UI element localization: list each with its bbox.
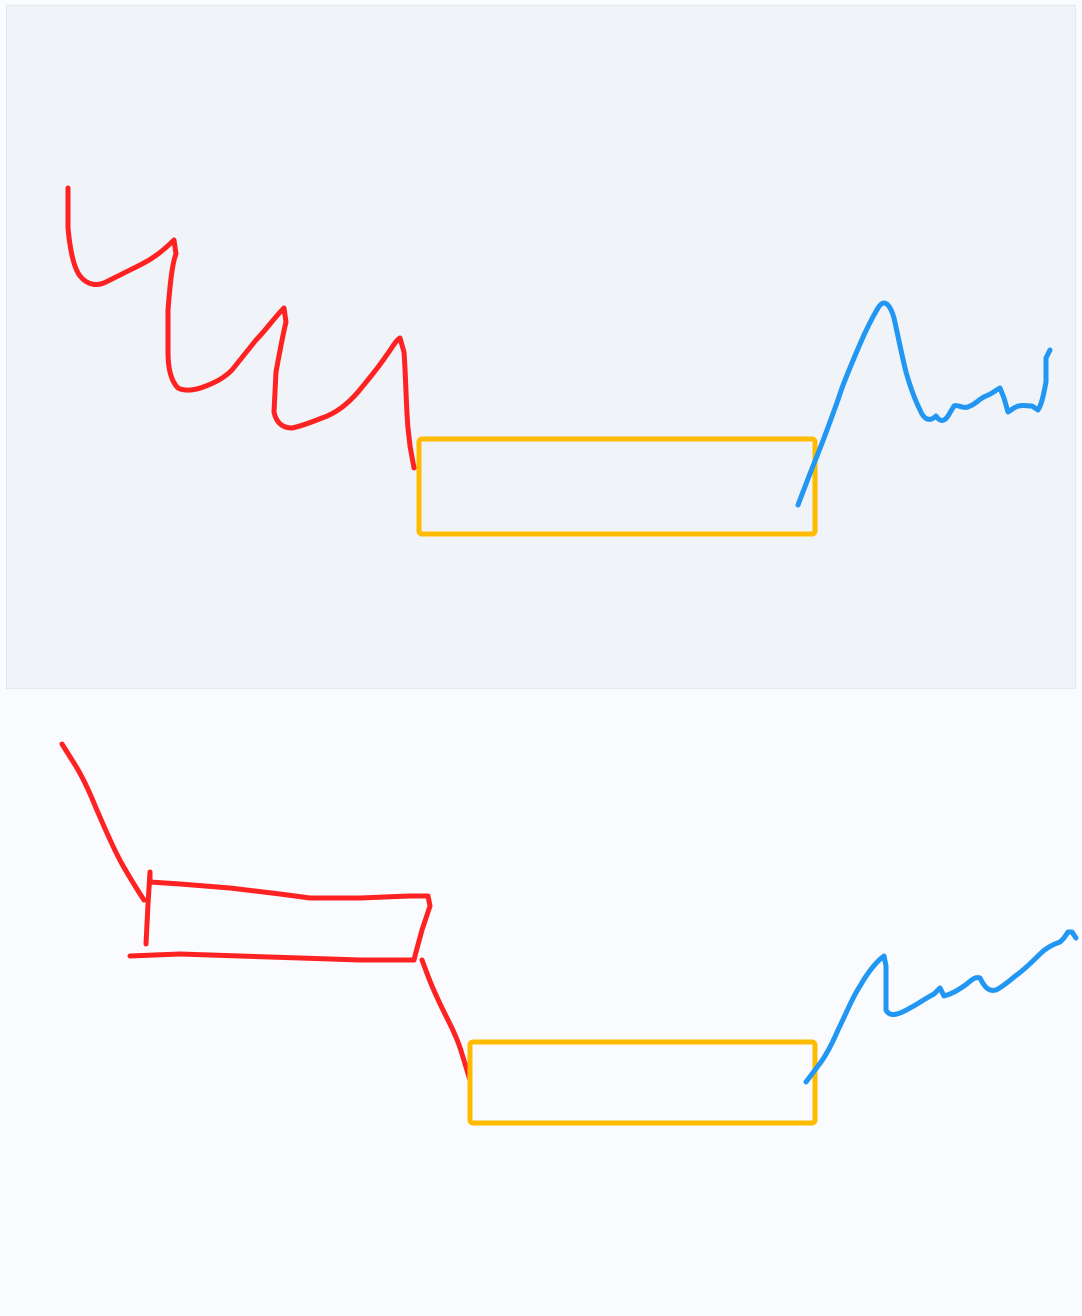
bottom-sketch-panel[interactable] bbox=[0, 694, 1082, 1316]
top-blue-wave-stroke bbox=[795, 300, 1053, 508]
top-yellow-rectangle bbox=[416, 436, 818, 537]
top-sketch-panel[interactable] bbox=[6, 5, 1076, 689]
bottom-red-slant-stroke bbox=[59, 741, 147, 903]
bottom-blue-wave-stroke bbox=[803, 929, 1079, 1085]
top-red-zigzag-stroke bbox=[65, 185, 417, 471]
bottom-red-bar-shape bbox=[127, 869, 433, 963]
bottom-red-connector-stroke bbox=[419, 957, 473, 1083]
bottom-yellow-rectangle bbox=[467, 1039, 818, 1126]
